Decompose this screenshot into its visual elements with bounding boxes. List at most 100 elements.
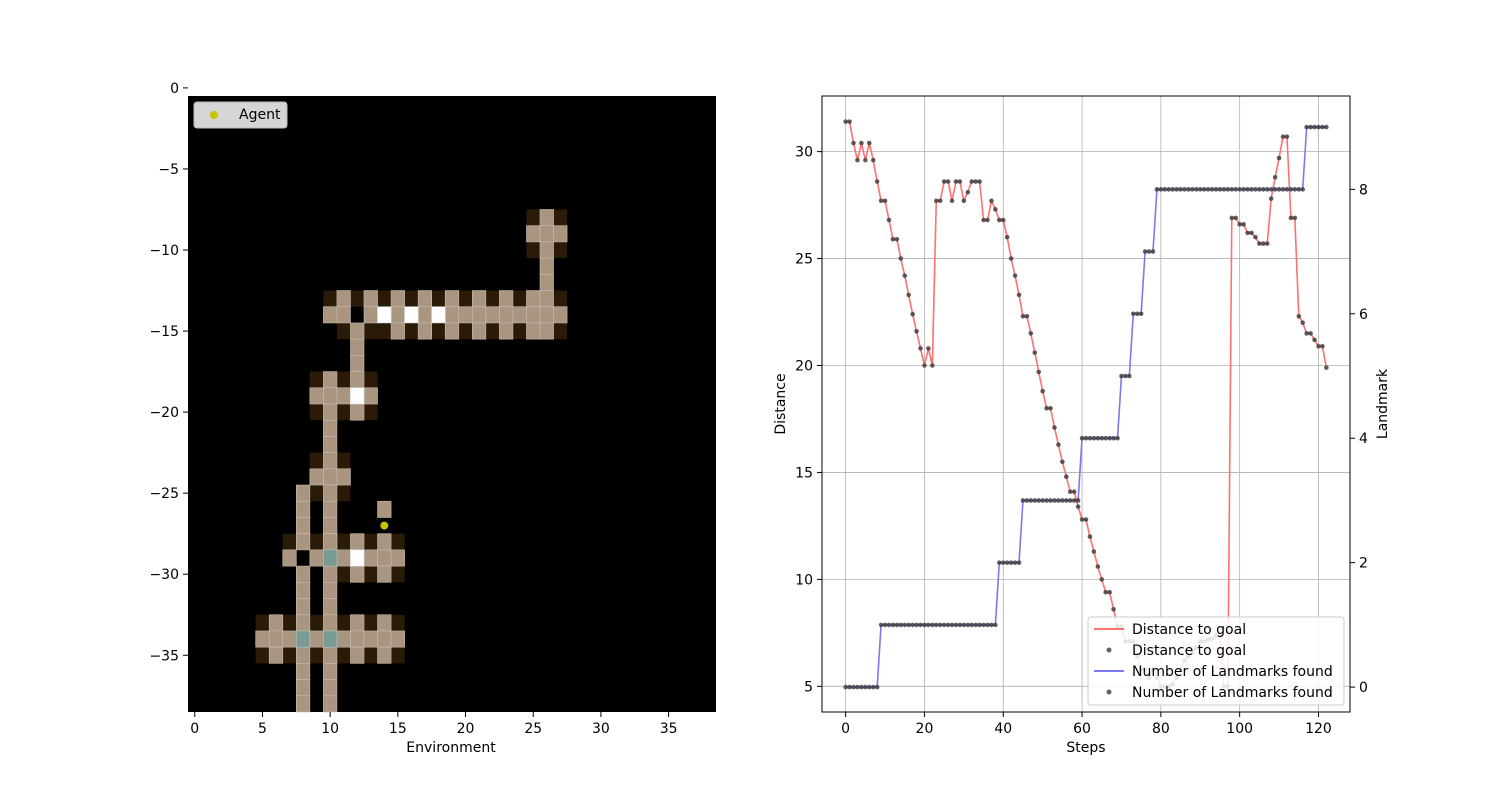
- map-x-tick-label: 35: [660, 721, 678, 737]
- map-floor-cell: [336, 387, 351, 405]
- map-landmark-cell: [350, 549, 365, 567]
- landmark-point: [1205, 187, 1211, 192]
- landmark-point: [874, 684, 880, 690]
- landmark-point: [1000, 560, 1006, 565]
- map-legend: Agent: [193, 101, 288, 129]
- distance-point: [973, 179, 978, 184]
- map-floor-cell: [377, 533, 392, 551]
- map-legend-agent-label: Agent: [239, 107, 281, 123]
- map-floor-cell: [296, 565, 311, 583]
- map-floor-cell: [296, 614, 311, 632]
- landmark-point: [973, 622, 978, 628]
- landmark-point: [918, 622, 923, 628]
- map-floor-cell: [390, 290, 405, 308]
- landmark-point: [1103, 435, 1109, 441]
- distance-point: [1071, 489, 1077, 494]
- landmark-point: [1134, 311, 1140, 317]
- landmark-point: [1300, 187, 1306, 192]
- landmark-point: [977, 622, 982, 628]
- map-wall-cell: [431, 290, 446, 307]
- landmark-point: [1324, 124, 1329, 130]
- map-wall-cell: [391, 566, 405, 583]
- landmark-point: [866, 684, 872, 690]
- map-wall-cell: [336, 533, 351, 550]
- landmark-point: [926, 622, 931, 628]
- landmark-point: [1115, 435, 1120, 441]
- map-floor-cell: [444, 290, 460, 308]
- chart-y-ticks: 5 10 15 20 25 30: [795, 145, 822, 695]
- x-tick-label: 60: [1073, 721, 1091, 737]
- map-floor-cell: [323, 533, 338, 551]
- distance-point: [894, 237, 900, 242]
- map-floor-cell: [323, 387, 338, 405]
- landmark-point: [1268, 187, 1274, 192]
- distance-point: [1320, 343, 1325, 349]
- map-wall-cell: [526, 241, 540, 259]
- map-floor-cell: [282, 630, 297, 648]
- y-tick-label: 30: [795, 145, 813, 161]
- map-floor-cell: [526, 306, 541, 324]
- map-floor-cell: [323, 371, 338, 389]
- landmark-point: [1245, 187, 1250, 192]
- map-floor-cell: [390, 630, 405, 648]
- map-wall-cell: [458, 290, 473, 307]
- landmark-point: [1320, 124, 1325, 130]
- distance-point: [1091, 549, 1097, 554]
- map-wall-cell: [364, 566, 378, 583]
- map-wall-cell: [309, 614, 324, 631]
- map-wall-cell: [553, 322, 568, 340]
- landmark-line: [845, 126, 1327, 688]
- map-floor-cell: [539, 225, 554, 243]
- map-x-tick-label: 20: [457, 721, 475, 737]
- landmark-point: [894, 622, 900, 628]
- map-floor-cell: [553, 225, 568, 243]
- map-wall-cell: [336, 485, 351, 502]
- distance-point: [1024, 314, 1030, 319]
- map-landmark-cell: [377, 306, 392, 324]
- landmark-point: [1225, 187, 1231, 192]
- distance-point: [890, 237, 896, 242]
- landmark-point: [1296, 187, 1302, 192]
- x-tick-label: 120: [1305, 721, 1332, 737]
- map-floor-cell: [296, 517, 311, 534]
- distance-point: [1036, 369, 1042, 375]
- map-y-tick-label: −30: [149, 567, 179, 583]
- map-y-tick-label: 0: [170, 81, 179, 97]
- landmark-point: [910, 622, 915, 628]
- map-wall-cell: [255, 614, 270, 631]
- landmark-point: [1056, 498, 1061, 503]
- map-floor-cell: [336, 306, 351, 324]
- map-floor-cell: [268, 630, 284, 648]
- distance-point: [1028, 331, 1034, 336]
- y2-tick-label: 0: [1359, 680, 1368, 696]
- map-floor-cell: [296, 500, 311, 518]
- map-floor-cell: [296, 695, 311, 713]
- distance-point: [933, 198, 939, 204]
- map-cells: [255, 209, 568, 713]
- map-floor-cell: [296, 533, 311, 551]
- landmark-point: [851, 684, 856, 690]
- y-tick-label: 10: [795, 572, 813, 588]
- map-floor-cell: [309, 630, 324, 648]
- chart-x-axis-label: Steps: [1066, 740, 1105, 756]
- map-floor-cell: [350, 338, 365, 356]
- map-x-axis-label: Environment: [406, 740, 496, 756]
- landmark-point: [1190, 187, 1195, 192]
- distance-line: [845, 120, 1328, 688]
- landmark-point: [1004, 560, 1010, 565]
- landmark-point: [989, 622, 994, 628]
- map-floor-cell: [323, 468, 338, 486]
- map-floor-cell: [323, 306, 338, 324]
- landmark-point: [1186, 187, 1191, 192]
- map-floor-cell: [296, 582, 311, 599]
- landmark-point: [1024, 498, 1030, 503]
- distance-point: [851, 140, 856, 146]
- map-floor-cell: [526, 322, 541, 340]
- distance-point: [926, 346, 931, 351]
- map-y-tick-label: −10: [149, 243, 179, 259]
- distance-point: [930, 363, 935, 368]
- map-wall-cell: [512, 322, 527, 340]
- y2-tick-label: 2: [1359, 556, 1368, 572]
- map-x-tick-label: 5: [258, 721, 267, 737]
- landmark-point: [1249, 187, 1254, 192]
